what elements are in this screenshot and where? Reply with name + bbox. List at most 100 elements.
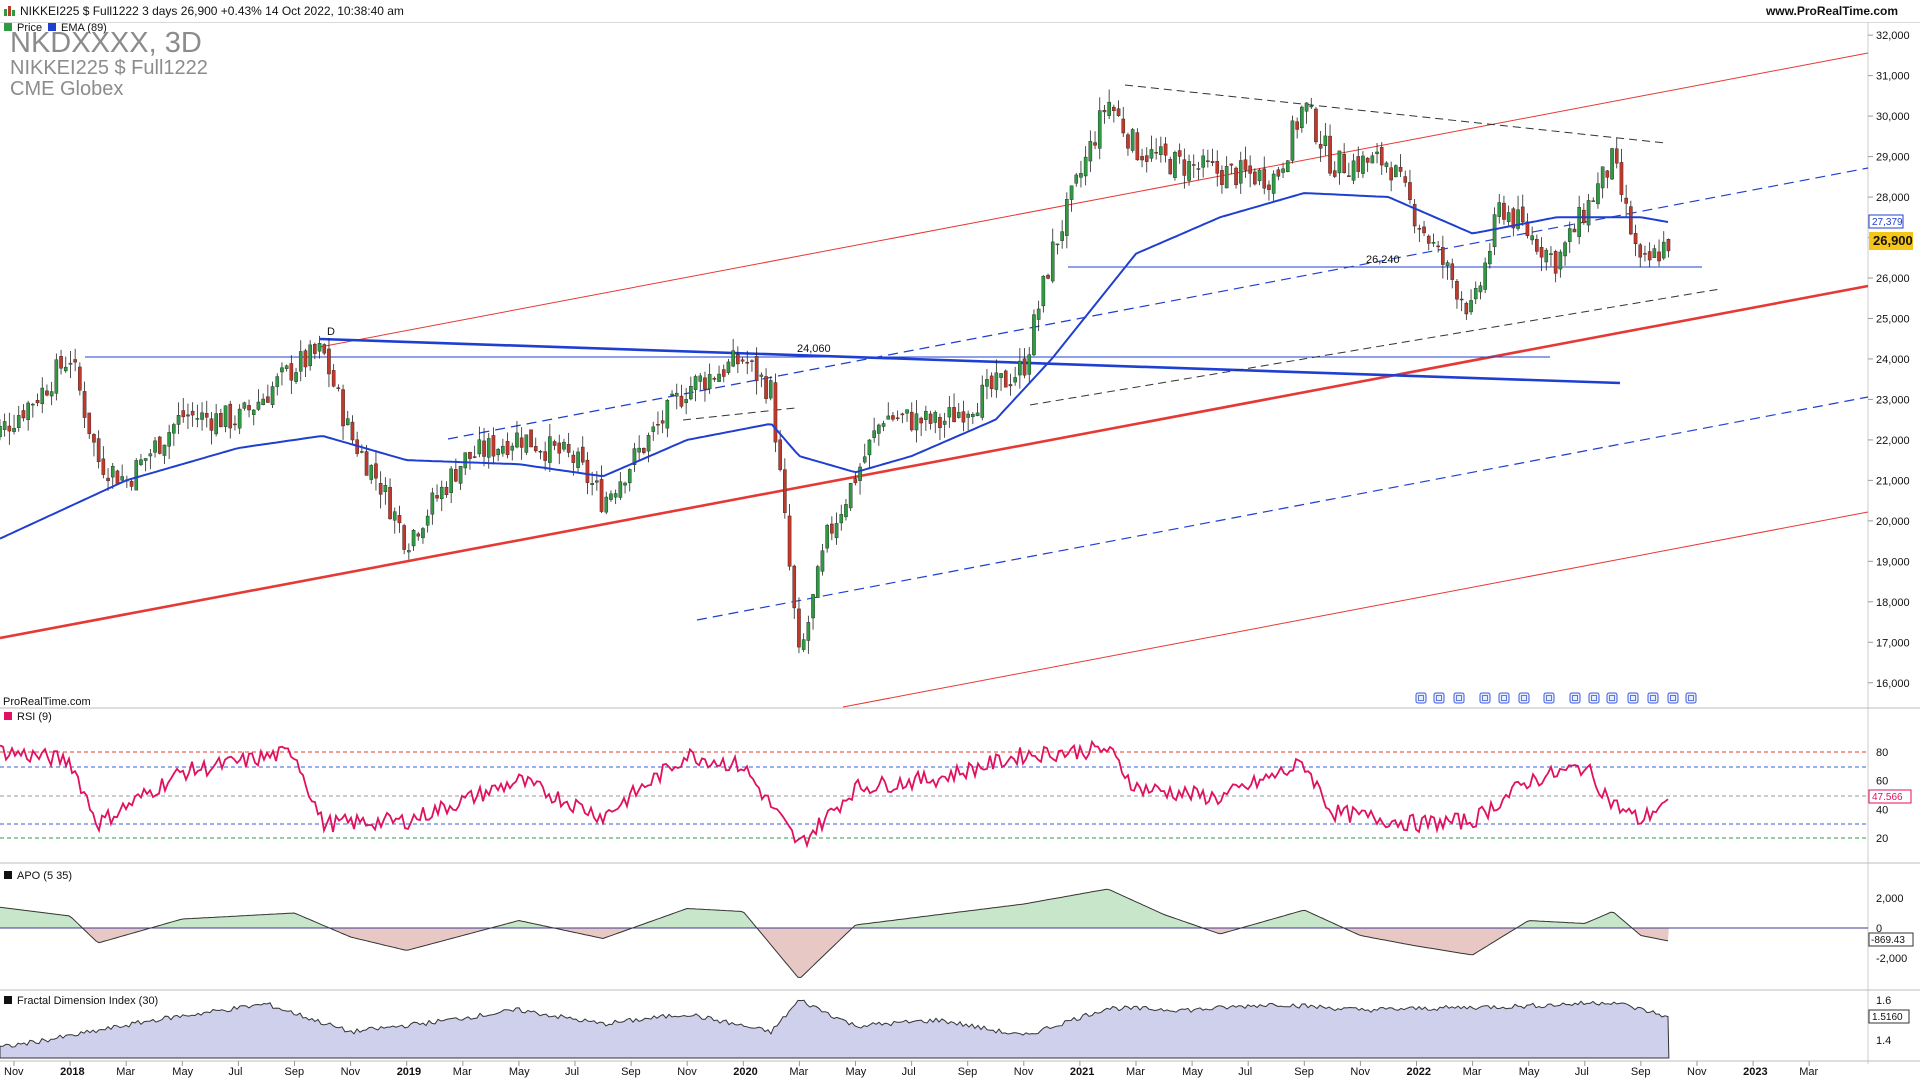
candle bbox=[1511, 206, 1516, 237]
candle bbox=[1492, 207, 1497, 256]
candle bbox=[374, 450, 378, 491]
candle bbox=[110, 462, 115, 489]
candle bbox=[1008, 373, 1013, 396]
candle bbox=[768, 376, 773, 401]
candle bbox=[1502, 195, 1506, 225]
candle bbox=[1624, 184, 1628, 218]
site-link[interactable]: www.ProRealTime.com bbox=[1765, 4, 1898, 18]
channel-blue-dash-low bbox=[696, 396, 1869, 621]
candle bbox=[801, 633, 806, 653]
apo-tick-label: 2,000 bbox=[1876, 893, 1904, 905]
candle bbox=[1238, 151, 1243, 194]
candle bbox=[858, 463, 862, 495]
candle bbox=[219, 408, 223, 428]
candle bbox=[985, 369, 989, 400]
time-axis: Nov 2018 Mar May Jul Sep Nov 2019 Mar May Jul Sep No… bbox=[4, 1061, 1818, 1078]
candle bbox=[1168, 156, 1173, 175]
candle bbox=[1530, 226, 1534, 245]
price-tick-label: 31,000 bbox=[1876, 71, 1910, 83]
calendar-event-icon bbox=[1606, 692, 1618, 704]
candle bbox=[54, 353, 59, 401]
fdi-tick-label: 1.4 bbox=[1876, 1035, 1891, 1047]
time-tick-label: Mar bbox=[1126, 1066, 1145, 1078]
candle bbox=[35, 393, 40, 407]
candle bbox=[519, 427, 524, 460]
candle bbox=[1394, 164, 1398, 178]
price-tick-label: 20,000 bbox=[1876, 516, 1910, 528]
rsi-tick-label: 20 bbox=[1876, 833, 1888, 845]
candle bbox=[909, 402, 914, 432]
time-tick-label: May bbox=[172, 1066, 193, 1078]
candle bbox=[1469, 289, 1473, 315]
candle bbox=[1046, 273, 1050, 280]
candle bbox=[505, 432, 510, 459]
candle bbox=[1032, 309, 1036, 357]
candle bbox=[31, 402, 35, 418]
candle bbox=[181, 397, 186, 423]
candle bbox=[294, 367, 298, 385]
rsi-tick-label: 40 bbox=[1876, 804, 1888, 816]
candle bbox=[674, 383, 679, 410]
time-tick-label: Jul bbox=[565, 1066, 579, 1078]
candle bbox=[1013, 366, 1017, 386]
calendar-event-icon bbox=[1453, 692, 1465, 704]
candle bbox=[1281, 162, 1285, 179]
candle bbox=[1408, 169, 1412, 205]
candle bbox=[717, 365, 721, 382]
candle bbox=[632, 442, 637, 472]
candle bbox=[815, 564, 820, 598]
watermark-symbol: NKDXXXX, 3D bbox=[10, 27, 202, 59]
candle bbox=[1544, 247, 1549, 271]
candle bbox=[383, 477, 388, 505]
candle bbox=[1375, 143, 1379, 164]
candle bbox=[425, 509, 430, 533]
candle bbox=[792, 564, 797, 619]
candle bbox=[125, 475, 129, 488]
candlestick-series bbox=[0, 89, 1671, 654]
candle bbox=[237, 404, 242, 435]
candle bbox=[1121, 107, 1126, 137]
price-tick-label: 26,000 bbox=[1876, 273, 1910, 285]
candle bbox=[1586, 194, 1591, 233]
candle bbox=[642, 447, 646, 455]
candle bbox=[317, 335, 322, 359]
candle bbox=[1135, 128, 1140, 161]
candle bbox=[148, 448, 153, 470]
candle bbox=[416, 531, 421, 541]
candle bbox=[1535, 234, 1539, 255]
price-tick-label: 32,000 bbox=[1876, 30, 1910, 42]
candle bbox=[1323, 122, 1328, 156]
candle bbox=[938, 413, 942, 440]
time-tick-label: Sep bbox=[1631, 1066, 1651, 1078]
candle bbox=[167, 424, 171, 460]
candle bbox=[1196, 161, 1201, 180]
candle bbox=[1201, 149, 1205, 178]
calendar-event-icon bbox=[1569, 692, 1581, 704]
time-tick-label: Jul bbox=[902, 1066, 916, 1078]
candle bbox=[1187, 154, 1191, 186]
candle bbox=[947, 395, 952, 428]
price-tick-label: 24,000 bbox=[1876, 354, 1910, 366]
candle bbox=[905, 409, 909, 422]
candle bbox=[914, 400, 919, 443]
candle bbox=[651, 421, 656, 441]
apo-line bbox=[0, 888, 1669, 978]
watermark-exchange: CME Globex bbox=[10, 78, 123, 100]
candle bbox=[21, 404, 26, 422]
candle bbox=[872, 417, 876, 443]
candle bbox=[369, 464, 374, 484]
time-tick-label: Sep bbox=[621, 1066, 641, 1078]
price-tick-label: 28,000 bbox=[1876, 192, 1910, 204]
candle bbox=[1347, 162, 1351, 177]
event-icons[interactable] bbox=[1415, 692, 1697, 704]
drawing-layer[interactable]: D 24,060 26,240 bbox=[0, 52, 1869, 708]
candle bbox=[1149, 135, 1154, 162]
candle bbox=[153, 437, 157, 458]
candle bbox=[96, 430, 101, 469]
candle bbox=[1300, 105, 1304, 133]
time-tick-label: Nov bbox=[341, 1066, 361, 1078]
candle bbox=[402, 523, 406, 555]
candle bbox=[604, 491, 609, 515]
time-tick-label: May bbox=[1182, 1066, 1203, 1078]
